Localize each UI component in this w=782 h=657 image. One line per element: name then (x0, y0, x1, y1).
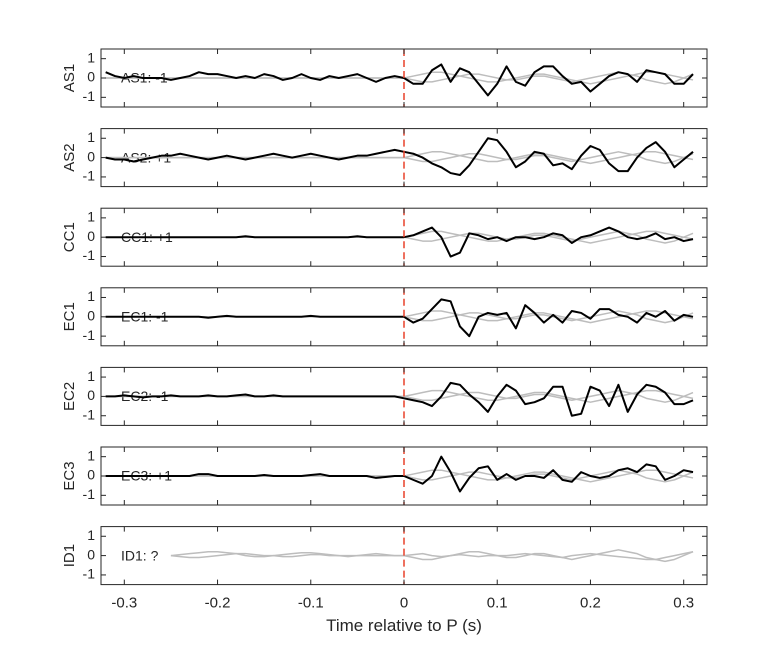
x-tick-label: 0.3 (673, 595, 694, 612)
trace (105, 381, 694, 417)
trace (170, 550, 694, 561)
y-tick-label: 1 (87, 527, 95, 543)
x-axis-label: Time relative to P (s) (326, 616, 482, 635)
y-tick-label: 1 (87, 129, 95, 145)
x-tick-label: -0.3 (111, 595, 137, 612)
y-tick-label: 1 (87, 209, 95, 225)
x-tick-label: 0 (400, 595, 408, 612)
trace (105, 298, 694, 338)
y-axis-label: CC1 (61, 222, 78, 252)
y-tick-label: -1 (83, 486, 96, 502)
trace (105, 455, 694, 493)
y-tick-label: 0 (87, 308, 95, 324)
x-tick-label: 0.2 (580, 595, 601, 612)
y-tick-label: 0 (87, 148, 95, 164)
y-tick-label: 0 (87, 546, 95, 562)
trace (105, 63, 694, 97)
y-axis-label: ID1 (61, 544, 78, 567)
trace (105, 226, 694, 258)
y-tick-label: -1 (83, 327, 96, 343)
y-tick-label: -1 (83, 247, 96, 263)
y-tick-label: -1 (83, 88, 96, 104)
y-tick-label: 0 (87, 69, 95, 85)
y-axis-label: AS2 (61, 143, 78, 171)
y-tick-label: 0 (87, 228, 95, 244)
y-axis-label: EC3 (61, 461, 78, 490)
trace (105, 137, 694, 176)
y-axis-label: EC2 (61, 382, 78, 411)
x-tick-label: 0.1 (487, 595, 508, 612)
y-tick-label: -1 (83, 406, 96, 422)
y-tick-label: -1 (83, 566, 96, 582)
y-axis-label: AS1 (61, 64, 78, 92)
x-tick-label: -0.2 (205, 595, 231, 612)
trace (170, 549, 694, 563)
y-tick-label: 1 (87, 49, 95, 65)
y-tick-label: 1 (87, 447, 95, 463)
y-tick-label: 1 (87, 368, 95, 384)
y-tick-label: 0 (87, 467, 95, 483)
y-tick-label: 1 (87, 288, 95, 304)
y-tick-label: -1 (83, 168, 96, 184)
y-tick-label: 0 (87, 387, 95, 403)
x-tick-label: -0.1 (298, 595, 324, 612)
y-axis-label: EC1 (61, 302, 78, 331)
annotation: ID1: ? (121, 547, 159, 563)
